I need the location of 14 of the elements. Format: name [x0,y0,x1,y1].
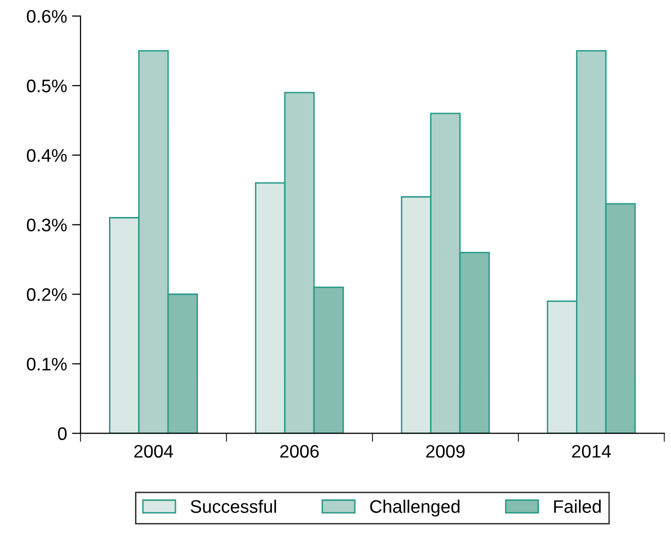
x-tick-label: 2004 [134,444,174,458]
x-tick-label: 2014 [572,444,611,458]
x-tick-label: 2006 [280,444,319,458]
y-tick-label: 0.4% [26,149,67,162]
y-tick-label: 0.2% [26,288,67,301]
y-tick-label: 0 [58,427,67,440]
x-tick-label: 2009 [426,444,465,458]
legend-label: Challenged [370,500,460,517]
y-tick-label: 0.5% [26,80,67,92]
y-tick-label: 0.1% [26,358,67,371]
legend-label: Successful [190,500,276,513]
y-tick-label: 0.6% [26,10,67,23]
legend-label: Failed [554,500,601,513]
y-tick-label: 0.3% [26,218,67,232]
